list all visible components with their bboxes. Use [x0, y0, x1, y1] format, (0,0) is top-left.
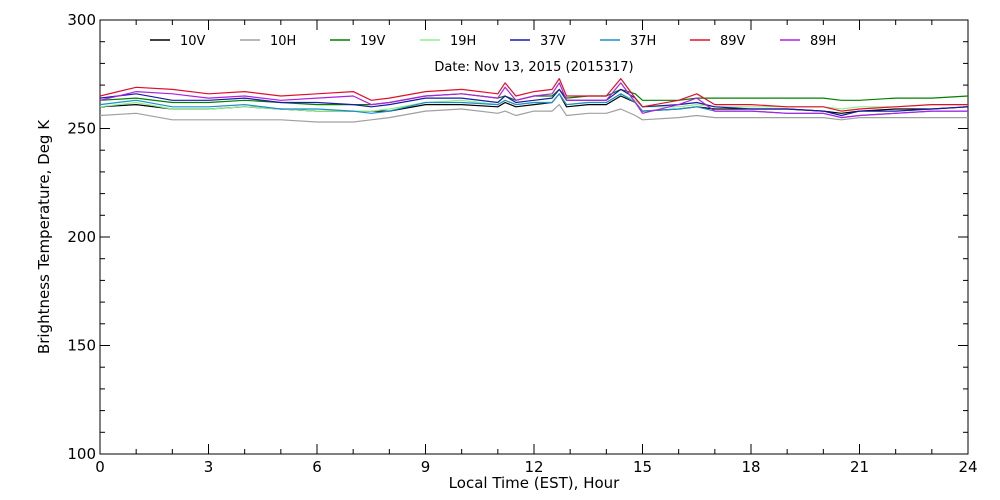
x-tick-label: 0: [95, 458, 105, 476]
legend-item-37h: 37H: [600, 34, 656, 49]
y-tick-label: 100: [67, 445, 96, 463]
y-tick-label: 200: [67, 228, 96, 246]
legend-item-10v: 10V: [150, 34, 206, 49]
x-tick-label: 18: [741, 458, 760, 476]
series-line-37v: [99, 88, 969, 117]
series-line-89v: [99, 77, 968, 112]
legend-item-19h: 19H: [420, 34, 476, 49]
legend-label: 89V: [720, 34, 746, 49]
legend-item-89v: 89V: [690, 34, 746, 49]
x-tick-label: 21: [850, 458, 869, 476]
legend: 10V 10H 19V 19H 37V 37H 89V 89H: [150, 34, 836, 49]
x-tick-label: 9: [421, 458, 431, 476]
legend-item-10h: 10H: [240, 34, 296, 49]
legend-label: 37V: [540, 34, 566, 49]
legend-label: 19V: [360, 34, 386, 49]
x-axis-title: Local Time (EST), Hour: [449, 474, 620, 492]
plot-frame: [99, 19, 969, 455]
axis-tick-labels: 0 3 6 9 12 15 18 21 24 100 150 200 250 300: [67, 11, 977, 476]
legend-label: 37H: [630, 34, 656, 49]
y-tick-label: 250: [67, 120, 96, 138]
legend-item-37v: 37V: [510, 34, 566, 49]
x-tick-label: 6: [312, 458, 322, 476]
y-tick-label: 300: [67, 11, 96, 29]
legend-label: 19H: [450, 34, 476, 49]
series-line-10h: [99, 103, 968, 123]
x-tick-label: 24: [958, 458, 977, 476]
y-axis-title: Brightness Temperature, Deg K: [35, 119, 53, 354]
date-annotation: Date: Nov 13, 2015 (2015317): [434, 60, 633, 75]
legend-label: 10V: [180, 34, 206, 49]
legend-label: 89H: [810, 34, 836, 49]
x-tick-label: 3: [204, 458, 214, 476]
x-tick-label: 12: [524, 458, 543, 476]
y-tick-label: 150: [67, 337, 96, 355]
series-lines: [99, 77, 969, 123]
series-line-89h: [99, 82, 968, 119]
x-tick-label: 15: [633, 458, 652, 476]
legend-label: 10H: [270, 34, 296, 49]
legend-item-89h: 89H: [780, 34, 836, 49]
axis-ticks: [99, 19, 969, 455]
legend-item-19v: 19V: [330, 34, 386, 49]
